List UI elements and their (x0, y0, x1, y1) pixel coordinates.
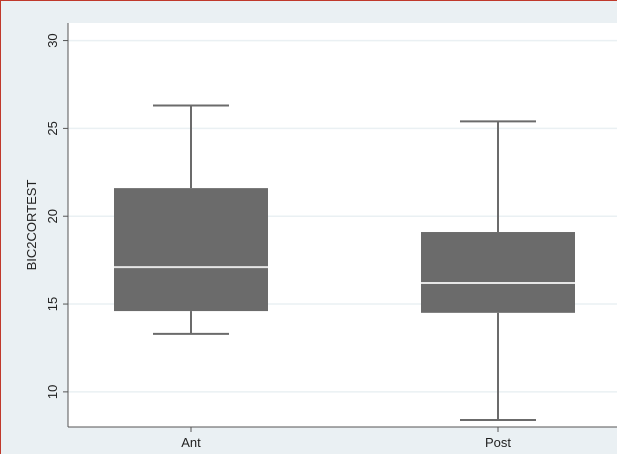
y-tick-label: 20 (45, 209, 60, 223)
iqr-box (114, 188, 268, 312)
y-axis-title: BIC2CORTEST (24, 180, 39, 271)
y-tick-label: 25 (45, 121, 60, 135)
y-tick-label: 15 (45, 297, 60, 311)
box-post (421, 120, 575, 421)
boxes (114, 104, 575, 421)
y-tick-label: 10 (45, 385, 60, 399)
y-ticks: 10 15 20 25 30 (45, 33, 68, 399)
x-ticks: Ant Post (181, 427, 511, 450)
y-tick-label: 30 (45, 33, 60, 47)
x-tick-label: Post (485, 435, 511, 450)
iqr-box (421, 232, 575, 313)
box-ant (114, 104, 268, 335)
x-tick-label: Ant (181, 435, 201, 450)
